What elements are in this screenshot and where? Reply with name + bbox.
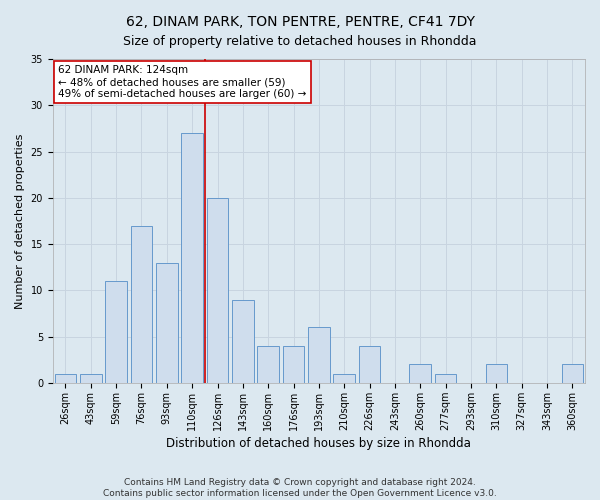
Bar [207, 198, 228, 383]
Bar [55, 374, 76, 383]
Text: 62, DINAM PARK, TON PENTRE, PENTRE, CF41 7DY: 62, DINAM PARK, TON PENTRE, PENTRE, CF41… [125, 15, 475, 29]
Bar [156, 262, 178, 383]
Bar [485, 364, 507, 383]
Bar [131, 226, 152, 383]
Text: 62 DINAM PARK: 124sqm
← 48% of detached houses are smaller (59)
49% of semi-deta: 62 DINAM PARK: 124sqm ← 48% of detached … [58, 66, 307, 98]
Bar [257, 346, 279, 383]
Bar [232, 300, 254, 383]
Text: Contains HM Land Registry data © Crown copyright and database right 2024.
Contai: Contains HM Land Registry data © Crown c… [103, 478, 497, 498]
X-axis label: Distribution of detached houses by size in Rhondda: Distribution of detached houses by size … [166, 437, 472, 450]
Bar [106, 281, 127, 383]
Bar [409, 364, 431, 383]
Bar [308, 328, 329, 383]
Bar [359, 346, 380, 383]
Text: Size of property relative to detached houses in Rhondda: Size of property relative to detached ho… [123, 35, 477, 48]
Bar [435, 374, 457, 383]
Y-axis label: Number of detached properties: Number of detached properties [15, 134, 25, 308]
Bar [562, 364, 583, 383]
Bar [334, 374, 355, 383]
Bar [80, 374, 101, 383]
Bar [181, 133, 203, 383]
Bar [283, 346, 304, 383]
